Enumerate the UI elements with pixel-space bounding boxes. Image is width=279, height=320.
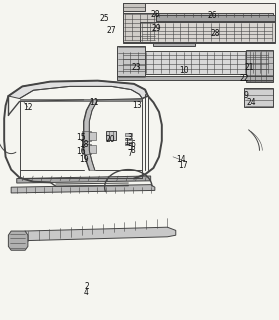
Text: 27: 27 [107, 26, 116, 35]
Polygon shape [20, 99, 142, 101]
Text: 29: 29 [151, 24, 161, 33]
Polygon shape [17, 176, 151, 183]
Polygon shape [125, 142, 132, 145]
Text: 20: 20 [105, 135, 115, 144]
Text: 7: 7 [127, 149, 132, 158]
Text: 8: 8 [131, 146, 136, 155]
Polygon shape [153, 13, 273, 18]
Polygon shape [106, 131, 116, 140]
Text: 11: 11 [89, 98, 98, 107]
Text: 21: 21 [245, 63, 254, 72]
Polygon shape [14, 227, 176, 250]
Polygon shape [117, 46, 145, 78]
Polygon shape [117, 51, 273, 74]
Text: 4: 4 [84, 288, 89, 297]
Polygon shape [89, 132, 96, 140]
Polygon shape [246, 50, 273, 82]
Text: 15: 15 [76, 133, 86, 142]
Text: 6: 6 [131, 140, 136, 149]
Text: 1: 1 [124, 138, 129, 147]
Text: 2: 2 [84, 282, 89, 291]
Polygon shape [156, 15, 275, 21]
Text: 9: 9 [243, 92, 248, 100]
Bar [123, 3, 275, 43]
Text: 25: 25 [100, 14, 109, 23]
Polygon shape [11, 185, 155, 193]
Polygon shape [140, 22, 275, 42]
Text: 3: 3 [127, 133, 132, 142]
Text: 5: 5 [127, 143, 132, 152]
Text: 16: 16 [76, 148, 86, 156]
Text: 13: 13 [132, 101, 141, 110]
Text: 17: 17 [178, 161, 187, 170]
Text: 24: 24 [246, 98, 256, 107]
Polygon shape [8, 81, 148, 99]
Text: 12: 12 [23, 103, 33, 112]
Text: 28: 28 [210, 29, 220, 38]
Polygon shape [153, 43, 195, 46]
Text: 26: 26 [207, 12, 217, 20]
Polygon shape [84, 100, 98, 170]
Text: 22: 22 [239, 74, 249, 83]
Polygon shape [123, 3, 145, 11]
Text: 19: 19 [79, 155, 88, 164]
Text: 23: 23 [132, 63, 141, 72]
Polygon shape [82, 144, 91, 154]
Polygon shape [244, 88, 273, 107]
Text: 18: 18 [79, 140, 88, 149]
Polygon shape [89, 145, 96, 153]
Polygon shape [125, 133, 132, 136]
Polygon shape [82, 131, 91, 141]
Polygon shape [125, 138, 132, 140]
Polygon shape [117, 76, 273, 80]
Polygon shape [8, 231, 28, 250]
Polygon shape [123, 13, 156, 42]
Text: 28: 28 [150, 10, 160, 19]
Text: 14: 14 [177, 156, 186, 164]
Text: 10: 10 [179, 66, 189, 75]
